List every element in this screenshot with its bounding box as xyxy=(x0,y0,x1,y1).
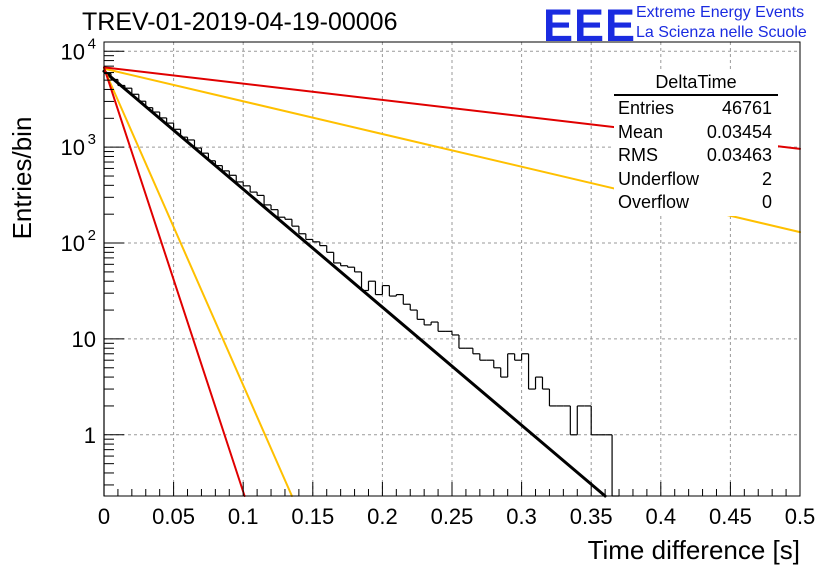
y-tick-label: 10 xyxy=(61,135,85,160)
x-tick-label: 0.05 xyxy=(152,504,195,529)
y-tick-exponent: 2 xyxy=(88,227,96,244)
stats-box-title: DeltaTime xyxy=(614,72,778,96)
x-axis-label: Time difference [s] xyxy=(588,535,800,565)
stats-row-underflow: Underflow 2 xyxy=(614,169,778,193)
stats-value: 2 xyxy=(761,168,772,189)
stats-value: 46761 xyxy=(721,98,772,118)
stats-value: 0 xyxy=(761,192,772,212)
x-tick-label: 0.4 xyxy=(646,504,677,529)
x-tick-label: 0.35 xyxy=(570,504,613,529)
stats-row-entries: Entries 46761 xyxy=(614,98,778,122)
y-axis-label: Entries/bin xyxy=(7,117,37,240)
fit-line xyxy=(103,66,246,497)
x-tick-label: 0 xyxy=(98,504,110,529)
x-tick-label: 0.45 xyxy=(709,504,752,529)
logo-line-1: Extreme Energy Events xyxy=(636,4,805,21)
stats-label: Mean xyxy=(618,121,664,142)
y-tick-label: 10 xyxy=(72,327,96,352)
stats-row-overflow: Overflow 0 xyxy=(614,192,778,216)
x-tick-label: 0.1 xyxy=(228,504,259,529)
x-tick-label: 0.25 xyxy=(431,504,474,529)
eee-logo: EEE xyxy=(543,0,637,51)
stats-label: RMS xyxy=(618,145,658,165)
y-tick-label: 10 xyxy=(61,39,85,64)
stats-label: Underflow xyxy=(618,168,700,189)
x-tick-label: 0.15 xyxy=(291,504,334,529)
fit-line xyxy=(102,69,607,498)
y-tick-exponent: 3 xyxy=(88,131,96,148)
logo-line-2: La Scienza nelle Scuole xyxy=(636,24,807,41)
x-tick-label: 0.5 xyxy=(785,504,816,529)
histogram xyxy=(103,72,620,497)
stats-label: Entries xyxy=(618,98,675,118)
fit-line xyxy=(103,67,293,497)
x-tick-label: 0.2 xyxy=(367,504,398,529)
x-tick-label: 0.3 xyxy=(506,504,537,529)
axis-ticks xyxy=(103,50,801,496)
chart-title: TREV-01-2019-04-19-00006 xyxy=(82,8,398,36)
stats-box: DeltaTime Entries 46761 Mean 0.03454 RMS… xyxy=(614,72,778,216)
stats-label: Overflow xyxy=(618,192,690,212)
y-tick-exponent: 4 xyxy=(88,35,96,52)
tick-labels: 0 0.05 0.1 0.15 0.2 0.25 0.3 0.35 0.4 0.45 0.5 1 10 1… xyxy=(61,35,816,529)
y-tick-label: 1 xyxy=(84,423,96,448)
stats-value: 0.03454 xyxy=(706,121,772,142)
stats-row-rms: RMS 0.03463 xyxy=(614,145,778,169)
stats-row-mean: Mean 0.03454 xyxy=(614,122,778,146)
y-tick-label: 10 xyxy=(61,231,85,256)
stats-value: 0.03463 xyxy=(706,145,772,165)
